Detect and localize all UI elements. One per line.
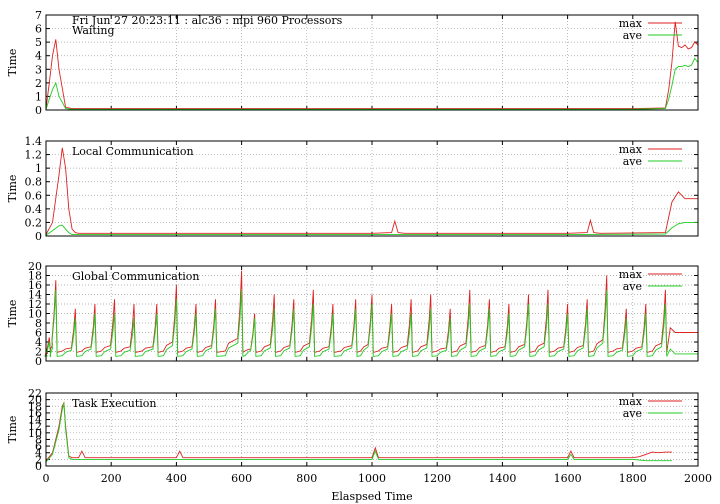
- x-tick-label: 600: [231, 472, 252, 485]
- x-tick-label: 1200: [423, 472, 451, 485]
- y-tick-label: 0: [35, 230, 42, 243]
- panel-title: Global Communication: [72, 270, 200, 283]
- y-tick-label: 0: [35, 355, 42, 368]
- series-line-ave: [45, 221, 698, 236]
- y-tick-label: 14: [28, 289, 42, 302]
- legend-max-label: max: [619, 268, 643, 281]
- x-tick-label: 1800: [619, 472, 647, 485]
- y-tick-label: 7: [35, 9, 42, 22]
- y-tick-label: 6: [35, 327, 42, 340]
- y-axis-label: Time: [6, 175, 19, 203]
- panel-title: Task Execution: [72, 397, 156, 410]
- y-tick-label: 4: [35, 336, 42, 349]
- y-tick-label: 10: [28, 427, 42, 440]
- plot-frame: [45, 140, 699, 237]
- y-tick-label: 6: [35, 440, 42, 453]
- series-line-max: [45, 21, 699, 110]
- x-tick-label: 1400: [488, 472, 516, 485]
- y-tick-label: 10: [28, 308, 42, 321]
- plot-frame: [45, 392, 699, 467]
- y-tick-label: 2: [35, 453, 42, 466]
- y-axis-label: Time: [6, 49, 19, 77]
- y-tick-label: 12: [28, 298, 42, 311]
- series-line-ave: [45, 57, 699, 110]
- plot-frame: [45, 265, 699, 362]
- y-tick-label: 18: [28, 270, 42, 283]
- y-tick-label: 5: [35, 36, 42, 49]
- x-tick-label: 2000: [684, 472, 712, 485]
- legend-ave-label: ave: [623, 29, 642, 42]
- y-tick-label: 14: [28, 414, 42, 427]
- x-tick-label: 1000: [358, 472, 386, 485]
- plot-frame: [45, 14, 699, 111]
- y-tick-label: 2: [35, 77, 42, 90]
- y-tick-label: 18: [28, 400, 42, 413]
- y-tick-label: 16: [28, 407, 42, 420]
- y-tick-label: 22: [28, 387, 42, 400]
- y-tick-label: 20: [28, 394, 42, 407]
- x-tick-label: 0: [43, 472, 50, 485]
- y-axis-label: Time: [6, 416, 19, 444]
- y-tick-label: 4: [35, 447, 42, 460]
- x-tick-label: 200: [101, 472, 122, 485]
- y-tick-label: 20: [28, 260, 42, 273]
- panel-1: 00.20.40.60.811.21.4 Local Communication T…: [6, 135, 699, 243]
- y-tick-label: 16: [28, 279, 42, 292]
- y-tick-label: 2: [35, 346, 42, 359]
- y-tick-label: 6: [35, 23, 42, 36]
- y-tick-label: 8: [35, 433, 42, 446]
- legend-ave-label: ave: [623, 155, 642, 168]
- x-tick-label: 1600: [554, 472, 582, 485]
- y-tick-label: 1: [35, 90, 42, 103]
- y-tick-label: 12: [28, 420, 42, 433]
- series-line-ave: [45, 402, 672, 463]
- y-tick-label: 0.2: [25, 216, 43, 229]
- y-tick-label: 0.8: [25, 176, 43, 189]
- chart-header-title: Fri Jun 27 20:23:11 : alc36 : mpi 960 Pr…: [72, 14, 343, 27]
- y-tick-label: 0.6: [25, 189, 43, 202]
- legend-max-label: max: [619, 395, 643, 408]
- x-tick-label: 400: [166, 472, 187, 485]
- y-tick-label: 0: [35, 104, 42, 117]
- series-line-max: [45, 401, 672, 462]
- x-axis-label: Elaspsed Time: [331, 490, 412, 503]
- legend-ave-label: ave: [623, 280, 642, 293]
- y-tick-label: 0: [35, 460, 42, 473]
- y-tick-label: 1: [35, 162, 42, 175]
- y-tick-label: 4: [35, 50, 42, 63]
- y-axis-label: Time: [6, 300, 19, 328]
- series-line-ave: [44, 289, 698, 358]
- y-tick-label: 3: [35, 63, 42, 76]
- x-tick-label: 800: [296, 472, 317, 485]
- y-tick-label: 8: [35, 317, 42, 330]
- panel-title: Local Communication: [72, 145, 194, 158]
- series-line-max: [45, 147, 698, 235]
- y-tick-label: 1.4: [25, 135, 43, 148]
- legend-max-label: max: [619, 143, 643, 156]
- y-tick-label: 1.2: [25, 149, 43, 162]
- y-tick-label: 0.4: [25, 203, 43, 216]
- legend-ave-label: ave: [623, 407, 642, 420]
- legend-max-label: max: [619, 17, 643, 30]
- panel-title: Waiting: [72, 24, 115, 37]
